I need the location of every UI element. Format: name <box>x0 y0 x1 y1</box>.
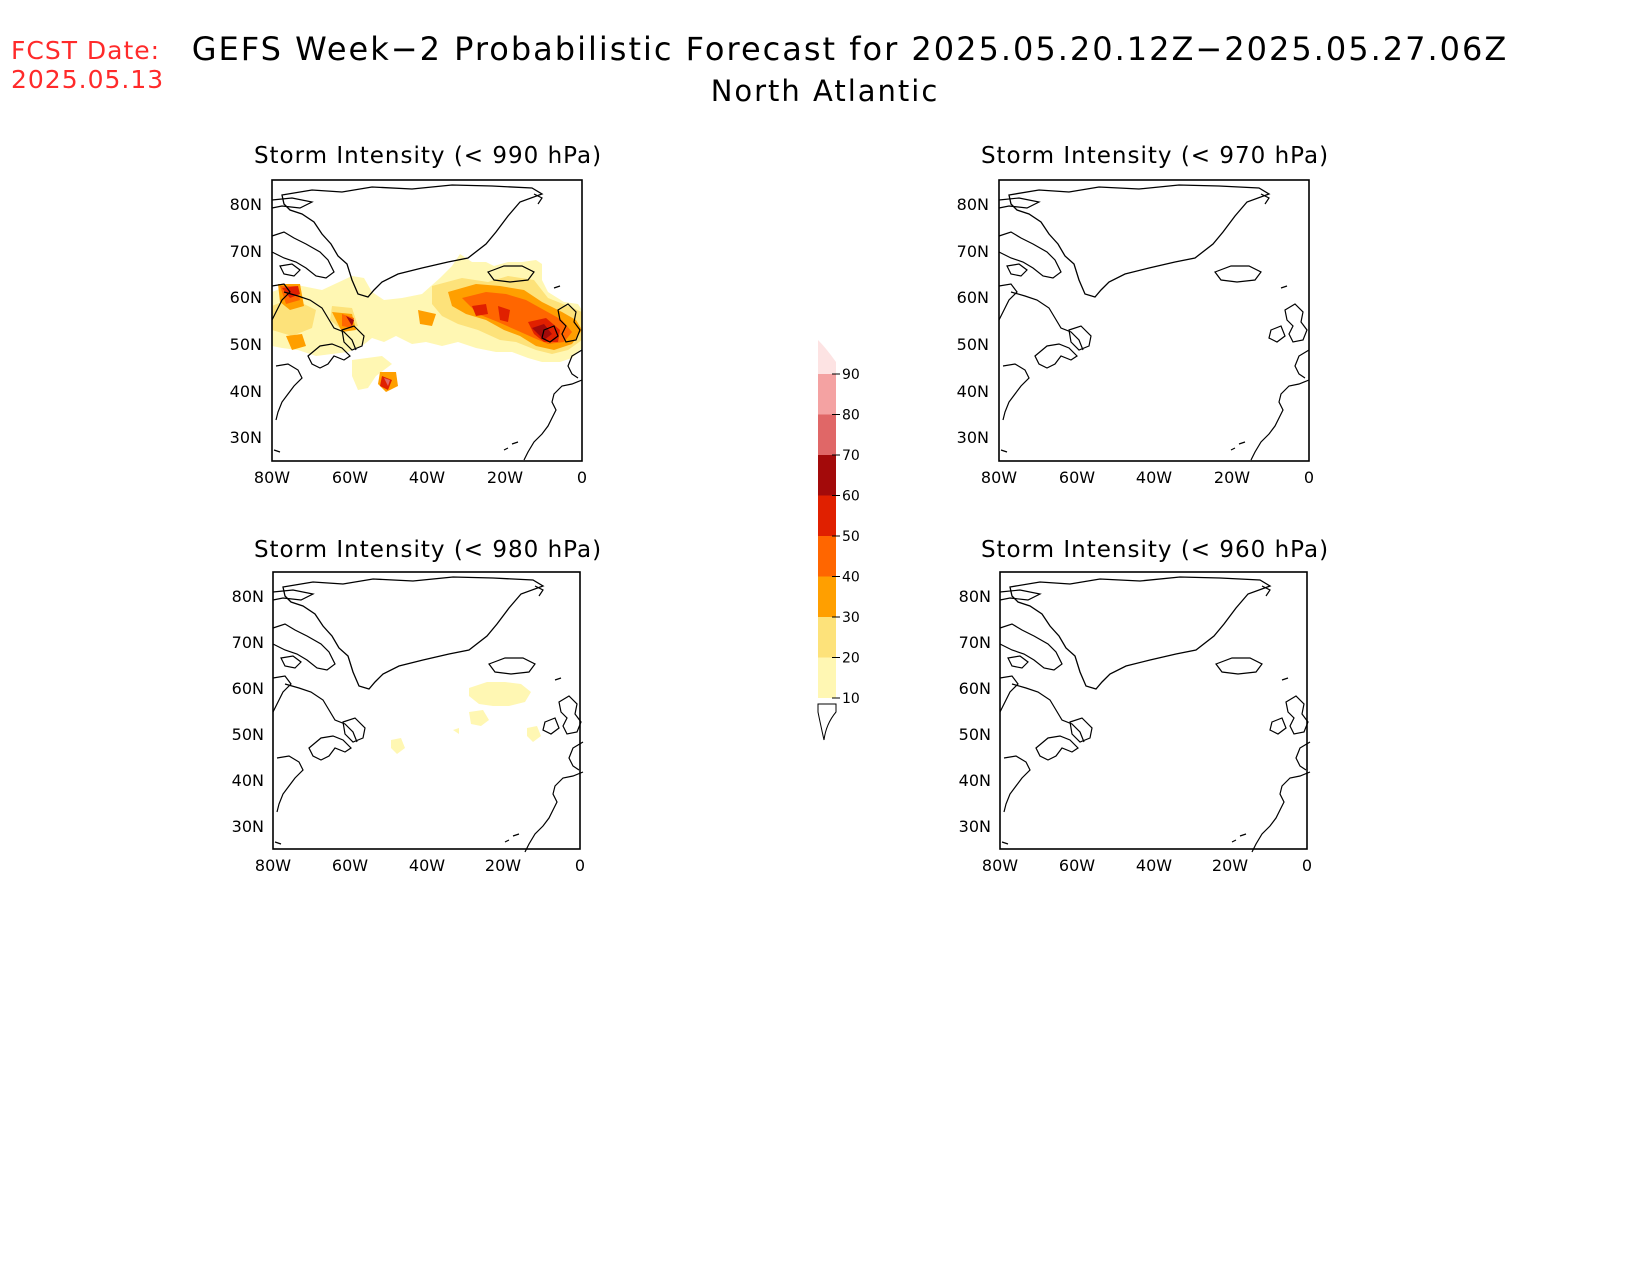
lat-tick-label: 80N <box>959 587 991 606</box>
lat-tick-label: 70N <box>959 633 991 652</box>
lat-tick-label: 80N <box>230 195 262 214</box>
lon-tick-label: 40W <box>409 468 445 487</box>
lon-tick-label: 0 <box>577 468 587 487</box>
colorbar-label: 90 <box>842 367 860 383</box>
lon-axis: 80W 60W 40W 20W 0 <box>254 468 587 487</box>
lat-tick-label: 40N <box>959 771 991 790</box>
forecast-date-block: FCST Date: 2025.05.13 <box>11 36 164 94</box>
lat-tick-label: 60N <box>959 679 991 698</box>
panel-990hpa: Storm Intensity (< 990 hPa) <box>230 143 602 487</box>
lat-tick-label: 40N <box>957 382 989 401</box>
lon-tick-label: 20W <box>487 468 523 487</box>
panel-title: Storm Intensity (< 990 hPa) <box>254 143 602 169</box>
lon-tick-label: 60W <box>332 468 368 487</box>
lat-tick-label: 60N <box>230 288 262 307</box>
lon-tick-label: 80W <box>981 468 1017 487</box>
colorbar-label: 20 <box>842 651 860 667</box>
lon-tick-label: 60W <box>1059 468 1095 487</box>
lat-tick-label: 30N <box>957 428 989 447</box>
colorbar-band <box>818 374 836 415</box>
colorbar-band <box>818 576 836 617</box>
lat-tick-label: 30N <box>230 428 262 447</box>
lat-axis: 80N 70N 60N 50N 40N 30N <box>230 195 262 447</box>
lon-tick-label: 60W <box>1059 856 1095 875</box>
colorbar-band <box>818 495 836 536</box>
forecast-date-label: FCST Date: <box>11 36 161 65</box>
lon-tick-label: 80W <box>255 856 291 875</box>
colorbar: 90 80 70 60 50 40 30 20 10 <box>817 340 860 741</box>
lat-tick-label: 40N <box>230 382 262 401</box>
figure-title-block: GEFS Week−2 Probabilistic Forecast for 2… <box>0 30 1650 108</box>
lat-tick-label: 30N <box>959 817 991 836</box>
map-frame <box>272 571 581 850</box>
panel-title: Storm Intensity (< 960 hPa) <box>981 537 1329 563</box>
lat-tick-label: 40N <box>232 771 264 790</box>
colorbar-top-cap <box>818 340 836 374</box>
lat-tick-label: 70N <box>230 242 262 261</box>
lon-tick-label: 40W <box>1136 856 1172 875</box>
lat-axis: 80N 70N 60N 50N 40N 30N <box>959 587 991 836</box>
lon-axis: 80W 60W 40W 20W 0 <box>982 856 1312 875</box>
lon-tick-label: 80W <box>982 856 1018 875</box>
lon-tick-label: 80W <box>254 468 290 487</box>
lon-tick-label: 20W <box>1214 468 1250 487</box>
lon-tick-label: 40W <box>409 856 445 875</box>
colorbar-band <box>818 414 836 455</box>
colorbar-band <box>818 617 836 658</box>
map-frame <box>271 179 583 462</box>
colorbar-label: 80 <box>842 408 860 424</box>
panel-title: Storm Intensity (< 980 hPa) <box>254 537 602 563</box>
lat-tick-label: 50N <box>230 335 262 354</box>
lon-axis: 80W 60W 40W 20W 0 <box>981 468 1314 487</box>
lon-tick-label: 20W <box>485 856 521 875</box>
colorbar-label: 50 <box>842 529 860 545</box>
colorbar-band <box>818 455 836 496</box>
lat-tick-label: 30N <box>232 817 264 836</box>
colorbar-band <box>818 657 836 698</box>
lat-axis: 80N 70N 60N 50N 40N 30N <box>957 195 989 447</box>
map-frame <box>999 571 1308 850</box>
lat-tick-label: 70N <box>957 242 989 261</box>
lat-tick-label: 80N <box>232 587 264 606</box>
lon-axis: 80W 60W 40W 20W 0 <box>255 856 585 875</box>
lat-tick-label: 50N <box>957 335 989 354</box>
lat-tick-label: 50N <box>959 725 991 744</box>
lon-tick-label: 0 <box>575 856 585 875</box>
probability-shading <box>391 682 541 754</box>
lon-tick-label: 20W <box>1212 856 1248 875</box>
lon-tick-label: 60W <box>332 856 368 875</box>
panel-title: Storm Intensity (< 970 hPa) <box>981 143 1329 169</box>
colorbar-label: 10 <box>842 691 860 707</box>
figure-subtitle: North Atlantic <box>710 74 940 108</box>
lat-tick-label: 70N <box>232 633 264 652</box>
probability-shading <box>272 254 582 392</box>
colorbar-label: 70 <box>842 448 860 464</box>
figure-title: GEFS Week−2 Probabilistic Forecast for 2… <box>191 30 1509 68</box>
panel-960hpa: Storm Intensity (< 960 hPa) 80N 70N 60N … <box>959 537 1329 875</box>
colorbar-bottom-cap <box>817 703 837 741</box>
lat-tick-label: 60N <box>232 679 264 698</box>
lat-axis: 80N 70N 60N 50N 40N 30N <box>232 587 264 836</box>
lon-tick-label: 40W <box>1136 468 1172 487</box>
lon-tick-label: 0 <box>1304 468 1314 487</box>
colorbar-band <box>818 536 836 577</box>
lat-tick-label: 80N <box>957 195 989 214</box>
forecast-date-value: 2025.05.13 <box>11 65 165 94</box>
panel-980hpa: Storm Intensity (< 980 hPa) 80N 70N 60N … <box>232 537 602 875</box>
lon-tick-label: 0 <box>1302 856 1312 875</box>
map-frame <box>998 179 1310 462</box>
panel-970hpa: Storm Intensity (< 970 hPa) 80N 70N 60N … <box>957 143 1329 487</box>
colorbar-label: 40 <box>842 570 860 586</box>
lat-tick-label: 50N <box>232 725 264 744</box>
colorbar-label: 30 <box>842 610 860 626</box>
lat-tick-label: 60N <box>957 288 989 307</box>
colorbar-label: 60 <box>842 489 860 505</box>
